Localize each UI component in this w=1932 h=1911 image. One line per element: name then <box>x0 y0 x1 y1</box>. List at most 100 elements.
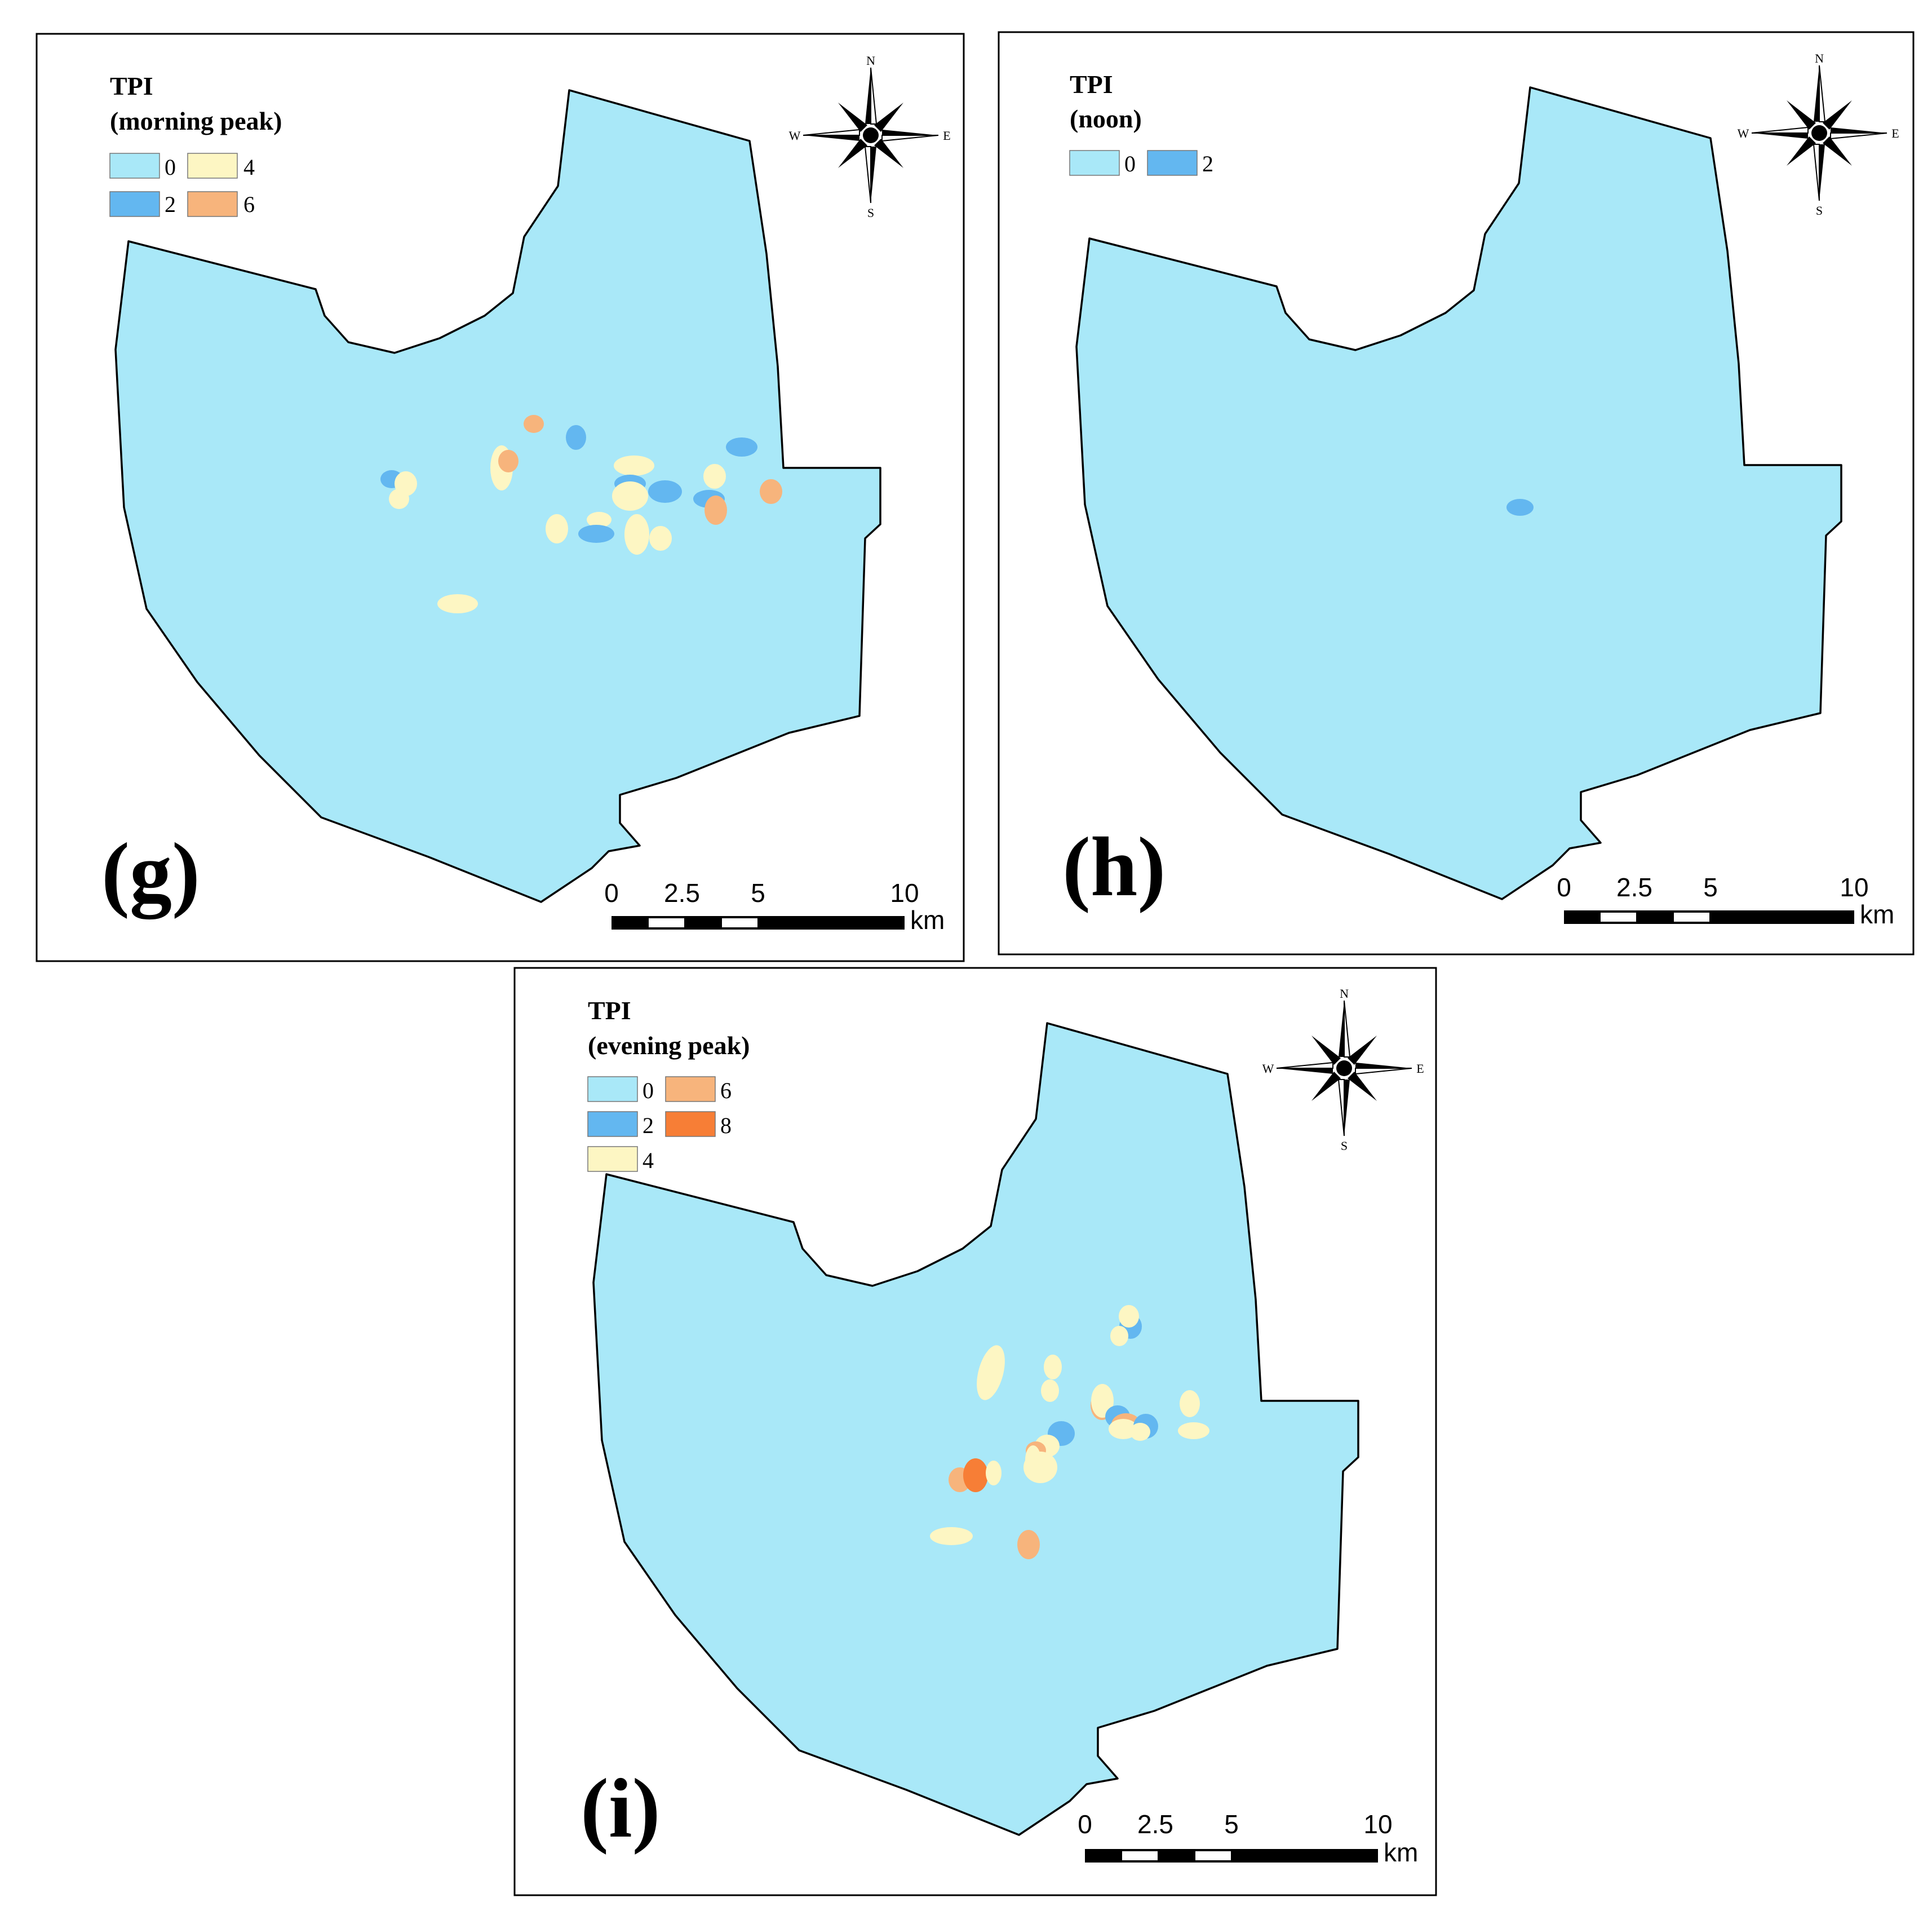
tpi-patch-4 <box>977 1345 1005 1400</box>
compass-n-label: N <box>1340 987 1349 1001</box>
scale-unit-label: km <box>910 905 945 935</box>
legend-swatch-6 <box>665 1076 716 1102</box>
legend-label: 4 <box>642 1148 654 1173</box>
compass-w-label: W <box>1738 126 1749 140</box>
compass-s-label: S <box>867 206 874 220</box>
tpi-patch-4 <box>703 464 726 489</box>
scale-tick-label: 0 <box>1557 873 1571 902</box>
tpi-patch-4 <box>546 514 568 543</box>
panel-i-map <box>592 1022 1359 1836</box>
tpi-patch-4 <box>1178 1422 1209 1439</box>
compass-n-label: N <box>866 54 875 68</box>
legend-swatch-2 <box>587 1111 638 1137</box>
panel-label: (g) <box>101 826 200 919</box>
compass-w-label: W <box>1262 1061 1274 1076</box>
legend-label: 4 <box>243 154 255 180</box>
legend-label: 0 <box>642 1078 654 1103</box>
compass-s-label: S <box>1816 204 1823 218</box>
tpi-patch-4 <box>1130 1423 1150 1441</box>
scale-tick-label: 5 <box>751 878 765 908</box>
legend-swatch-0 <box>1069 150 1120 176</box>
scale-tick-label: 2.5 <box>1137 1810 1173 1839</box>
tpi-patch-2 <box>1506 499 1534 516</box>
panel-label: (h) <box>1062 820 1166 914</box>
tpi-patch-6 <box>524 415 544 433</box>
scale-tick-label: 0 <box>1078 1810 1092 1839</box>
scale-tick-label: 2.5 <box>1616 873 1652 902</box>
scale-tick-label: 5 <box>1703 873 1718 902</box>
legend-label: 0 <box>1124 151 1136 176</box>
tpi-patch-4 <box>1110 1326 1128 1346</box>
tpi-patch-2 <box>578 525 614 543</box>
tpi-patch-8 <box>963 1458 988 1492</box>
legend-title-line2: (evening peak) <box>588 1031 750 1060</box>
north-arrow-compass: N S W E <box>1262 987 1424 1153</box>
panel-g: TPI (morning peak) 0 4 2 6 N S W E (g) 0… <box>36 33 965 962</box>
legend-swatch-4 <box>587 1146 638 1172</box>
legend-label: 0 <box>165 154 176 180</box>
tpi-patch-4 <box>614 455 654 476</box>
tpi-patch-6 <box>760 479 782 504</box>
tpi-patch-2 <box>648 480 682 503</box>
scale-tick-label: 10 <box>1363 1810 1392 1839</box>
scale-bar: 0 2.5 5 10 km <box>604 878 945 935</box>
tpi-patches <box>930 1305 1209 1559</box>
scale-unit-label: km <box>1384 1838 1418 1867</box>
legend-title-line2: (morning peak) <box>110 107 282 135</box>
legend-label: 6 <box>720 1078 732 1103</box>
legend-label: 6 <box>243 192 255 217</box>
tpi-patch-4 <box>986 1461 1002 1485</box>
tpi-patch-4 <box>389 489 409 509</box>
tpi-patch-2 <box>566 425 586 450</box>
legend-title-line1: TPI <box>1070 70 1113 99</box>
scale-tick-label: 5 <box>1224 1810 1239 1839</box>
legend-label: 2 <box>165 192 176 217</box>
compass-e-label: E <box>943 129 950 143</box>
tpi-patch-4 <box>649 526 672 551</box>
scale-unit-label: km <box>1860 900 1894 929</box>
tpi-patch-4 <box>587 512 611 528</box>
tpi-patch-4 <box>930 1527 973 1545</box>
scale-bar: 0 2.5 5 10 km <box>1557 873 1894 929</box>
north-arrow-compass: N S W E <box>1738 51 1899 218</box>
legend-swatch-6 <box>187 191 238 217</box>
legend-swatch-0 <box>109 153 160 179</box>
tpi-patch-4 <box>1119 1305 1139 1328</box>
panel-label: (i) <box>581 1762 661 1855</box>
north-arrow-compass: N S W E <box>789 54 951 220</box>
legend-label: 2 <box>1202 151 1213 176</box>
tpi-patch-4 <box>1044 1355 1062 1379</box>
tpi-patch-4 <box>624 514 649 555</box>
legend-swatch-2 <box>109 191 160 217</box>
legend-swatch-8 <box>665 1111 716 1137</box>
panel-i: TPI (evening peak) 0 6 2 8 4 N S W E (i)… <box>513 967 1437 1896</box>
tpi-patch-4 <box>1025 1445 1041 1475</box>
scale-tick-label: 10 <box>890 878 919 908</box>
compass-w-label: W <box>789 129 801 143</box>
compass-e-label: E <box>1416 1061 1424 1076</box>
tpi-patch-6 <box>704 496 727 525</box>
legend-title-line1: TPI <box>588 996 631 1025</box>
tpi-patch-6 <box>1017 1530 1040 1559</box>
legend-title-line2: (noon) <box>1070 104 1142 133</box>
tpi-patch-4 <box>1180 1390 1200 1417</box>
tpi-patches <box>380 415 782 613</box>
legend-title-line1: TPI <box>110 72 153 100</box>
panel-g-map <box>114 89 881 903</box>
scale-tick-label: 10 <box>1840 873 1868 902</box>
legend-swatch-4 <box>187 153 238 179</box>
panel-h-map <box>1075 86 1842 900</box>
legend-i: TPI (evening peak) 0 6 2 8 4 <box>587 996 750 1173</box>
tpi-patch-4 <box>437 594 478 613</box>
scale-bar: 0 2.5 5 10 km <box>1078 1810 1418 1867</box>
tpi-patch-4 <box>1041 1379 1059 1402</box>
compass-e-label: E <box>1891 126 1899 140</box>
legend-swatch-0 <box>587 1076 638 1102</box>
tpi-patches <box>1506 499 1534 516</box>
legend-label: 8 <box>720 1113 732 1138</box>
tpi-patch-4 <box>612 481 648 511</box>
tpi-patch-6 <box>498 450 519 472</box>
tpi-patch-2 <box>726 437 757 457</box>
scale-tick-label: 2.5 <box>664 878 700 908</box>
